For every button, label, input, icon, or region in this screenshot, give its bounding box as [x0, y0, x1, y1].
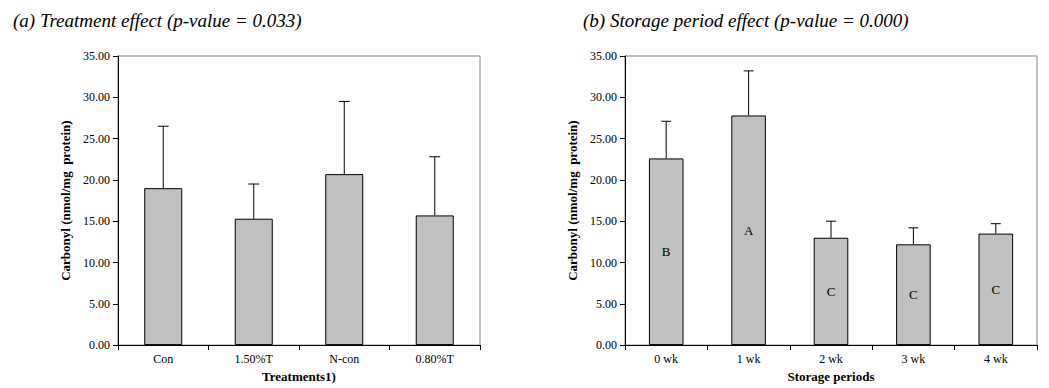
svg-text:15.00: 15.00	[590, 214, 617, 228]
svg-text:1 wk: 1 wk	[737, 352, 761, 366]
svg-text:2 wk: 2 wk	[819, 352, 843, 366]
svg-text:20.00: 20.00	[590, 173, 617, 187]
svg-text:5.00: 5.00	[596, 297, 617, 311]
svg-text:Treatments1): Treatments1)	[262, 369, 336, 384]
svg-text:20.00: 20.00	[83, 173, 110, 187]
svg-text:15.00: 15.00	[83, 214, 110, 228]
svg-text:5.00: 5.00	[89, 297, 110, 311]
svg-text:Carbonyl (nmol/mg protein): Carbonyl (nmol/mg protein)	[58, 120, 73, 280]
svg-text:Carbonyl (nmol/mg protein): Carbonyl (nmol/mg protein)	[565, 120, 580, 280]
svg-text:25.00: 25.00	[590, 132, 617, 146]
svg-text:0.80%T: 0.80%T	[416, 352, 455, 366]
svg-text:N-con: N-con	[329, 352, 359, 366]
svg-text:Con: Con	[153, 352, 173, 366]
svg-text:0.00: 0.00	[89, 338, 110, 352]
svg-text:4 wk: 4 wk	[984, 352, 1008, 366]
svg-text:35.00: 35.00	[590, 49, 617, 63]
svg-text:C: C	[909, 287, 918, 302]
svg-text:30.00: 30.00	[590, 90, 617, 104]
svg-text:3 wk: 3 wk	[902, 352, 926, 366]
svg-text:(b) Storage period effect (p-v: (b) Storage period effect (p-value = 0.0…	[583, 10, 909, 32]
svg-text:0 wk: 0 wk	[654, 352, 678, 366]
svg-text:Storage periods: Storage periods	[787, 369, 874, 384]
svg-text:(a) Treatment effect (p-value: (a) Treatment effect (p-value = 0.033)	[13, 10, 302, 32]
svg-text:C: C	[991, 282, 1000, 297]
svg-text:30.00: 30.00	[83, 90, 110, 104]
svg-text:0.00: 0.00	[596, 338, 617, 352]
svg-text:C: C	[827, 284, 836, 299]
svg-text:1.50%T: 1.50%T	[235, 352, 274, 366]
svg-text:B: B	[662, 244, 671, 259]
svg-text:10.00: 10.00	[83, 256, 110, 270]
svg-text:35.00: 35.00	[83, 49, 110, 63]
svg-text:25.00: 25.00	[83, 132, 110, 146]
svg-text:10.00: 10.00	[590, 256, 617, 270]
svg-text:A: A	[744, 223, 754, 238]
